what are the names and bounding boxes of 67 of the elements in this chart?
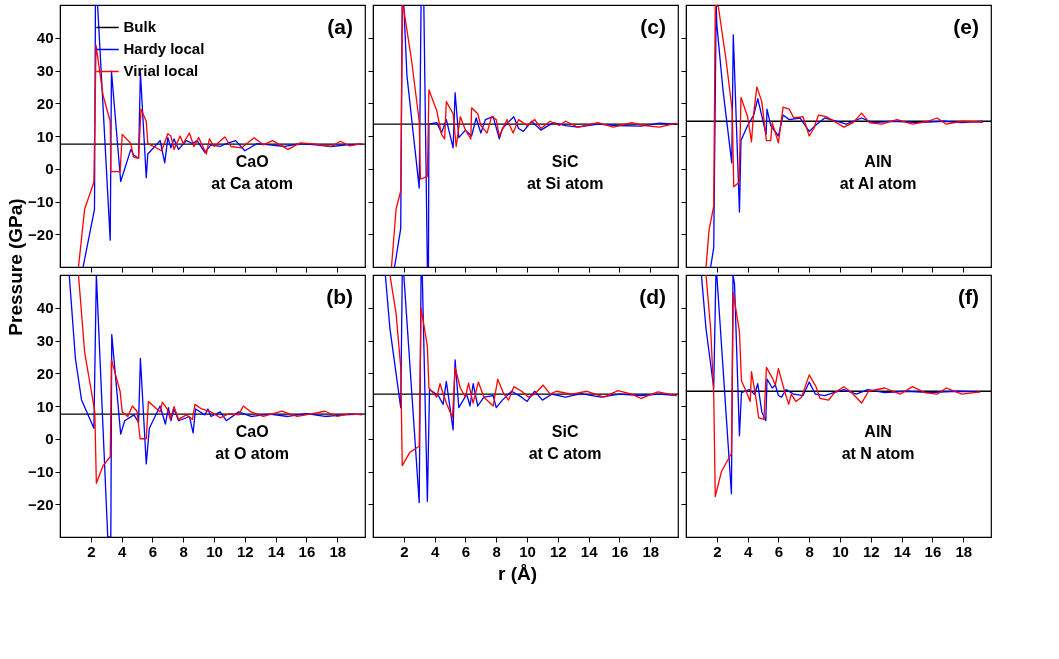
x-tick-label: 14 <box>580 542 599 560</box>
y-tick-label: 20 <box>36 94 54 112</box>
annotation: SiC <box>551 423 579 441</box>
annotation: CaO <box>235 423 269 441</box>
legend-label: Bulk <box>123 18 157 36</box>
line-series <box>77 44 363 267</box>
x-tick-label: 14 <box>267 542 286 560</box>
x-tick-label: 12 <box>237 542 254 560</box>
x-tick-label: 2 <box>400 542 409 560</box>
y-tick-label: −10 <box>28 193 54 210</box>
annotation: at Si atom <box>526 175 604 193</box>
annotation: (f) <box>958 285 979 308</box>
x-tick-label: 2 <box>87 542 96 560</box>
y-axis-title: Pressure (GPa) <box>5 198 26 336</box>
x-tick-label: 8 <box>179 542 188 560</box>
x-tick-label: 2 <box>713 542 722 560</box>
x-tick-label: 6 <box>148 542 158 560</box>
annotation: (e) <box>953 15 979 38</box>
y-tick-label: 40 <box>36 299 54 317</box>
x-tick-label: 4 <box>117 542 127 560</box>
y-tick-label: −10 <box>28 463 54 480</box>
y-tick-label: 30 <box>36 62 54 79</box>
x-tick-label: 10 <box>832 542 849 560</box>
x-tick-label: 12 <box>863 542 880 560</box>
x-tick-label: 16 <box>924 542 942 560</box>
x-tick-label: 12 <box>550 542 567 560</box>
x-tick-label: 6 <box>461 542 471 560</box>
annotation: AlN <box>864 153 892 171</box>
y-tick-label: 10 <box>36 397 54 415</box>
y-tick-label: 0 <box>45 160 54 178</box>
x-tick-label: 16 <box>298 542 316 560</box>
x-tick-label: 8 <box>492 542 501 560</box>
annotation: (a) <box>327 15 353 38</box>
x-tick-label: 18 <box>642 542 660 560</box>
x-tick-label: 18 <box>955 542 973 560</box>
legend-label: Virial local <box>123 62 199 80</box>
x-axis-title: r (Å) <box>497 563 538 584</box>
annotation: at Al atom <box>839 175 917 193</box>
y-tick-label: 40 <box>36 29 54 47</box>
x-tick-label: 10 <box>519 542 536 560</box>
line-series <box>82 5 363 267</box>
y-tick-label: 30 <box>36 332 54 349</box>
y-tick-label: 10 <box>36 127 54 145</box>
y-tick-label: 20 <box>36 364 54 382</box>
x-tick-label: 6 <box>774 542 784 560</box>
annotation: (d) <box>639 285 666 308</box>
x-tick-label: 8 <box>805 542 814 560</box>
annotation: AlN <box>864 423 892 441</box>
annotation: SiC <box>551 153 579 171</box>
y-tick-label: 0 <box>45 430 54 448</box>
line-series <box>77 275 363 484</box>
annotation: at O atom <box>215 445 290 463</box>
legend-label: Hardy local <box>123 40 205 58</box>
y-tick-label: −20 <box>28 225 54 243</box>
x-tick-label: 10 <box>206 542 223 560</box>
x-tick-label: 4 <box>430 542 440 560</box>
annotation: (c) <box>640 15 666 38</box>
annotation: at C atom <box>528 445 602 463</box>
annotation: at N atom <box>841 445 915 463</box>
x-tick-label: 4 <box>743 542 753 560</box>
x-tick-label: 18 <box>329 542 347 560</box>
x-tick-label: 16 <box>611 542 629 560</box>
annotation: at Ca atom <box>211 175 294 193</box>
y-tick-label: −20 <box>28 495 54 513</box>
annotation: (b) <box>326 285 353 308</box>
annotation: CaO <box>235 153 269 171</box>
x-tick-label: 14 <box>893 542 912 560</box>
